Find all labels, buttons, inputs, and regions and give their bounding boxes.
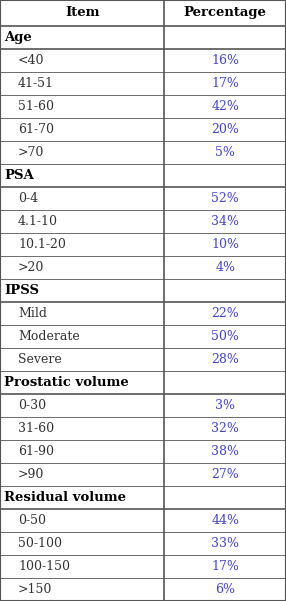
Text: 22%: 22% [211,307,239,320]
Bar [0,532,164,555]
Text: 61-90: 61-90 [18,445,54,458]
Text: 100-150: 100-150 [18,560,70,573]
Bar [164,94,286,118]
Bar [164,486,286,509]
Text: Severe: Severe [18,353,62,366]
Text: 10%: 10% [211,238,239,251]
Bar [164,325,286,348]
Text: Prostatic volume: Prostatic volume [4,376,129,389]
Bar [164,578,286,601]
Bar [0,394,164,417]
Bar [0,486,164,509]
Bar [0,0,164,26]
Text: >20: >20 [18,261,44,273]
Text: Moderate: Moderate [18,330,80,343]
Bar [164,256,286,279]
Bar [0,256,164,279]
Bar [164,509,286,532]
Text: >70: >70 [18,145,44,159]
Bar [164,555,286,578]
Bar [164,163,286,187]
Bar [0,509,164,532]
Text: 42%: 42% [211,100,239,112]
Text: 61-70: 61-70 [18,123,54,136]
Bar [0,555,164,578]
Bar [164,210,286,233]
Bar [164,0,286,26]
Bar [0,233,164,256]
Bar [0,348,164,371]
Bar [164,141,286,163]
Bar [164,394,286,417]
Text: 50%: 50% [211,330,239,343]
Bar [164,118,286,141]
Bar [0,26,164,49]
Bar [164,279,286,302]
Text: 4%: 4% [215,261,235,273]
Text: Age: Age [4,31,32,44]
Text: 27%: 27% [211,468,239,481]
Bar [0,72,164,94]
Text: IPSS: IPSS [4,284,39,297]
Text: 3%: 3% [215,399,235,412]
Text: 32%: 32% [211,422,239,435]
Text: 17%: 17% [211,76,239,90]
Bar [0,417,164,440]
Text: 0-50: 0-50 [18,514,46,527]
Text: 31-60: 31-60 [18,422,54,435]
Text: >150: >150 [18,583,52,596]
Text: Item: Item [65,6,100,19]
Text: 51-60: 51-60 [18,100,54,112]
Bar [0,187,164,210]
Bar [164,417,286,440]
Bar [0,94,164,118]
Text: 41-51: 41-51 [18,76,54,90]
Text: 28%: 28% [211,353,239,366]
Bar [0,118,164,141]
Bar [0,578,164,601]
Bar [164,348,286,371]
Text: 16%: 16% [211,53,239,67]
Text: 33%: 33% [211,537,239,550]
Bar [164,187,286,210]
Bar [0,463,164,486]
Text: 10.1-20: 10.1-20 [18,238,66,251]
Bar [0,325,164,348]
Text: PSA: PSA [4,169,34,182]
Bar [0,371,164,394]
Text: 38%: 38% [211,445,239,458]
Bar [164,440,286,463]
Text: <40: <40 [18,53,45,67]
Text: 17%: 17% [211,560,239,573]
Text: Residual volume: Residual volume [4,491,126,504]
Bar [0,210,164,233]
Text: 50-100: 50-100 [18,537,62,550]
Bar [164,26,286,49]
Text: 6%: 6% [215,583,235,596]
Bar [164,49,286,72]
Text: 44%: 44% [211,514,239,527]
Bar [164,532,286,555]
Text: 0-4: 0-4 [18,192,38,205]
Text: Mild: Mild [18,307,47,320]
Bar [0,163,164,187]
Bar [164,233,286,256]
Text: >90: >90 [18,468,44,481]
Bar [0,141,164,163]
Bar [0,279,164,302]
Bar [164,371,286,394]
Text: 0-30: 0-30 [18,399,46,412]
Text: 52%: 52% [211,192,239,205]
Bar [0,49,164,72]
Bar [164,463,286,486]
Text: 34%: 34% [211,215,239,228]
Text: Percentage: Percentage [184,6,267,19]
Bar [164,302,286,325]
Bar [0,302,164,325]
Text: 20%: 20% [211,123,239,136]
Bar [0,440,164,463]
Bar [164,72,286,94]
Text: 5%: 5% [215,145,235,159]
Text: 4.1-10: 4.1-10 [18,215,58,228]
